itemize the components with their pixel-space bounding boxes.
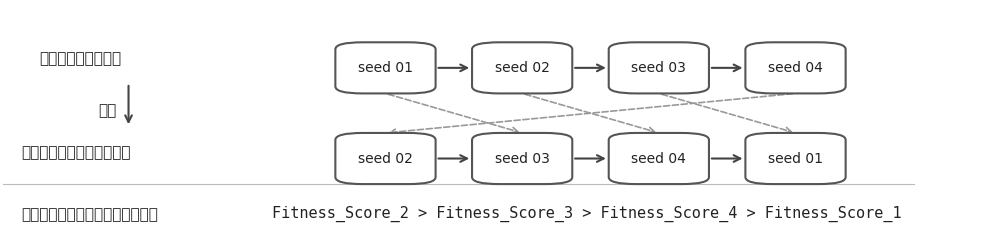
FancyBboxPatch shape xyxy=(745,42,846,94)
Text: Fitness_Score_2 > Fitness_Score_3 > Fitness_Score_4 > Fitness_Score_1: Fitness_Score_2 > Fitness_Score_3 > Fitn… xyxy=(272,206,901,222)
Text: seed 04: seed 04 xyxy=(768,61,823,75)
Text: seed 01: seed 01 xyxy=(768,152,823,165)
Text: seed 01: seed 01 xyxy=(358,61,413,75)
FancyBboxPatch shape xyxy=(472,133,572,184)
Text: seed 02: seed 02 xyxy=(495,61,550,75)
FancyBboxPatch shape xyxy=(335,133,436,184)
Text: 重排: 重排 xyxy=(98,103,117,118)
FancyBboxPatch shape xyxy=(335,42,436,94)
FancyBboxPatch shape xyxy=(745,133,846,184)
Text: seed 03: seed 03 xyxy=(495,152,550,165)
FancyBboxPatch shape xyxy=(609,133,709,184)
Text: seed 03: seed 03 xyxy=(631,61,686,75)
Text: seed 02: seed 02 xyxy=(358,152,413,165)
Text: 缓冲区溢出漏洞种子队列：: 缓冲区溢出漏洞种子队列： xyxy=(21,145,131,160)
FancyBboxPatch shape xyxy=(472,42,572,94)
Text: 在缓冲区溢出漏洞上的性能分数：: 在缓冲区溢出漏洞上的性能分数： xyxy=(21,207,158,222)
Text: seed 04: seed 04 xyxy=(631,152,686,165)
Text: 原始种子文件队列：: 原始种子文件队列： xyxy=(39,51,121,66)
FancyBboxPatch shape xyxy=(609,42,709,94)
